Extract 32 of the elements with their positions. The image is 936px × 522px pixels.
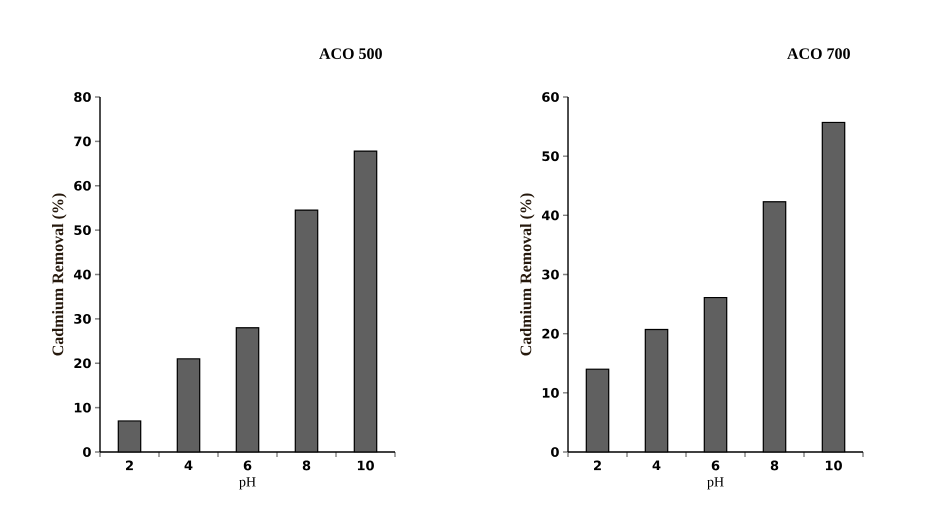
x-tick-label: 2: [594, 460, 601, 470]
x-tick-label: 8: [770, 460, 778, 470]
x-tick-label: 4: [652, 460, 660, 470]
x-tick-label: 8: [302, 460, 310, 470]
x-tick-label: 4: [184, 460, 192, 470]
chart-title: ACO 700: [787, 48, 850, 60]
y-axis-title: Cadmium Removal (%): [52, 193, 67, 356]
y-tick-label: 40: [542, 210, 559, 220]
x-tick-label: 2: [126, 460, 133, 470]
x-tick-label: 6: [244, 460, 252, 470]
x-axis-title: pH: [239, 477, 256, 490]
y-tick-label: 30: [542, 270, 559, 280]
x-tick-label: 10: [826, 460, 842, 470]
y-tick-label: 50: [542, 151, 559, 162]
y-tick-label: 30: [74, 314, 91, 324]
y-tick-label: 40: [74, 270, 91, 280]
chart-title: ACO 500: [319, 48, 382, 60]
y-tick-label: 60: [74, 180, 91, 191]
x-axis-title: pH: [707, 477, 724, 490]
y-tick-label: 20: [74, 358, 91, 368]
y-tick-label: 80: [74, 92, 91, 102]
y-tick-label: 60: [542, 92, 559, 102]
y-tick-label: 10: [542, 388, 559, 398]
y-tick-label: 70: [74, 136, 91, 146]
x-tick-label: 10: [358, 460, 374, 470]
y-tick-label: 10: [74, 402, 91, 413]
y-tick-label: 0: [83, 447, 91, 457]
x-tick-label: 6: [712, 460, 720, 470]
y-tick-label: 50: [74, 225, 91, 236]
y-axis-title: Cadmium Removal (%): [520, 193, 535, 356]
y-tick-label: 0: [551, 447, 559, 457]
y-tick-label: 20: [542, 328, 559, 339]
